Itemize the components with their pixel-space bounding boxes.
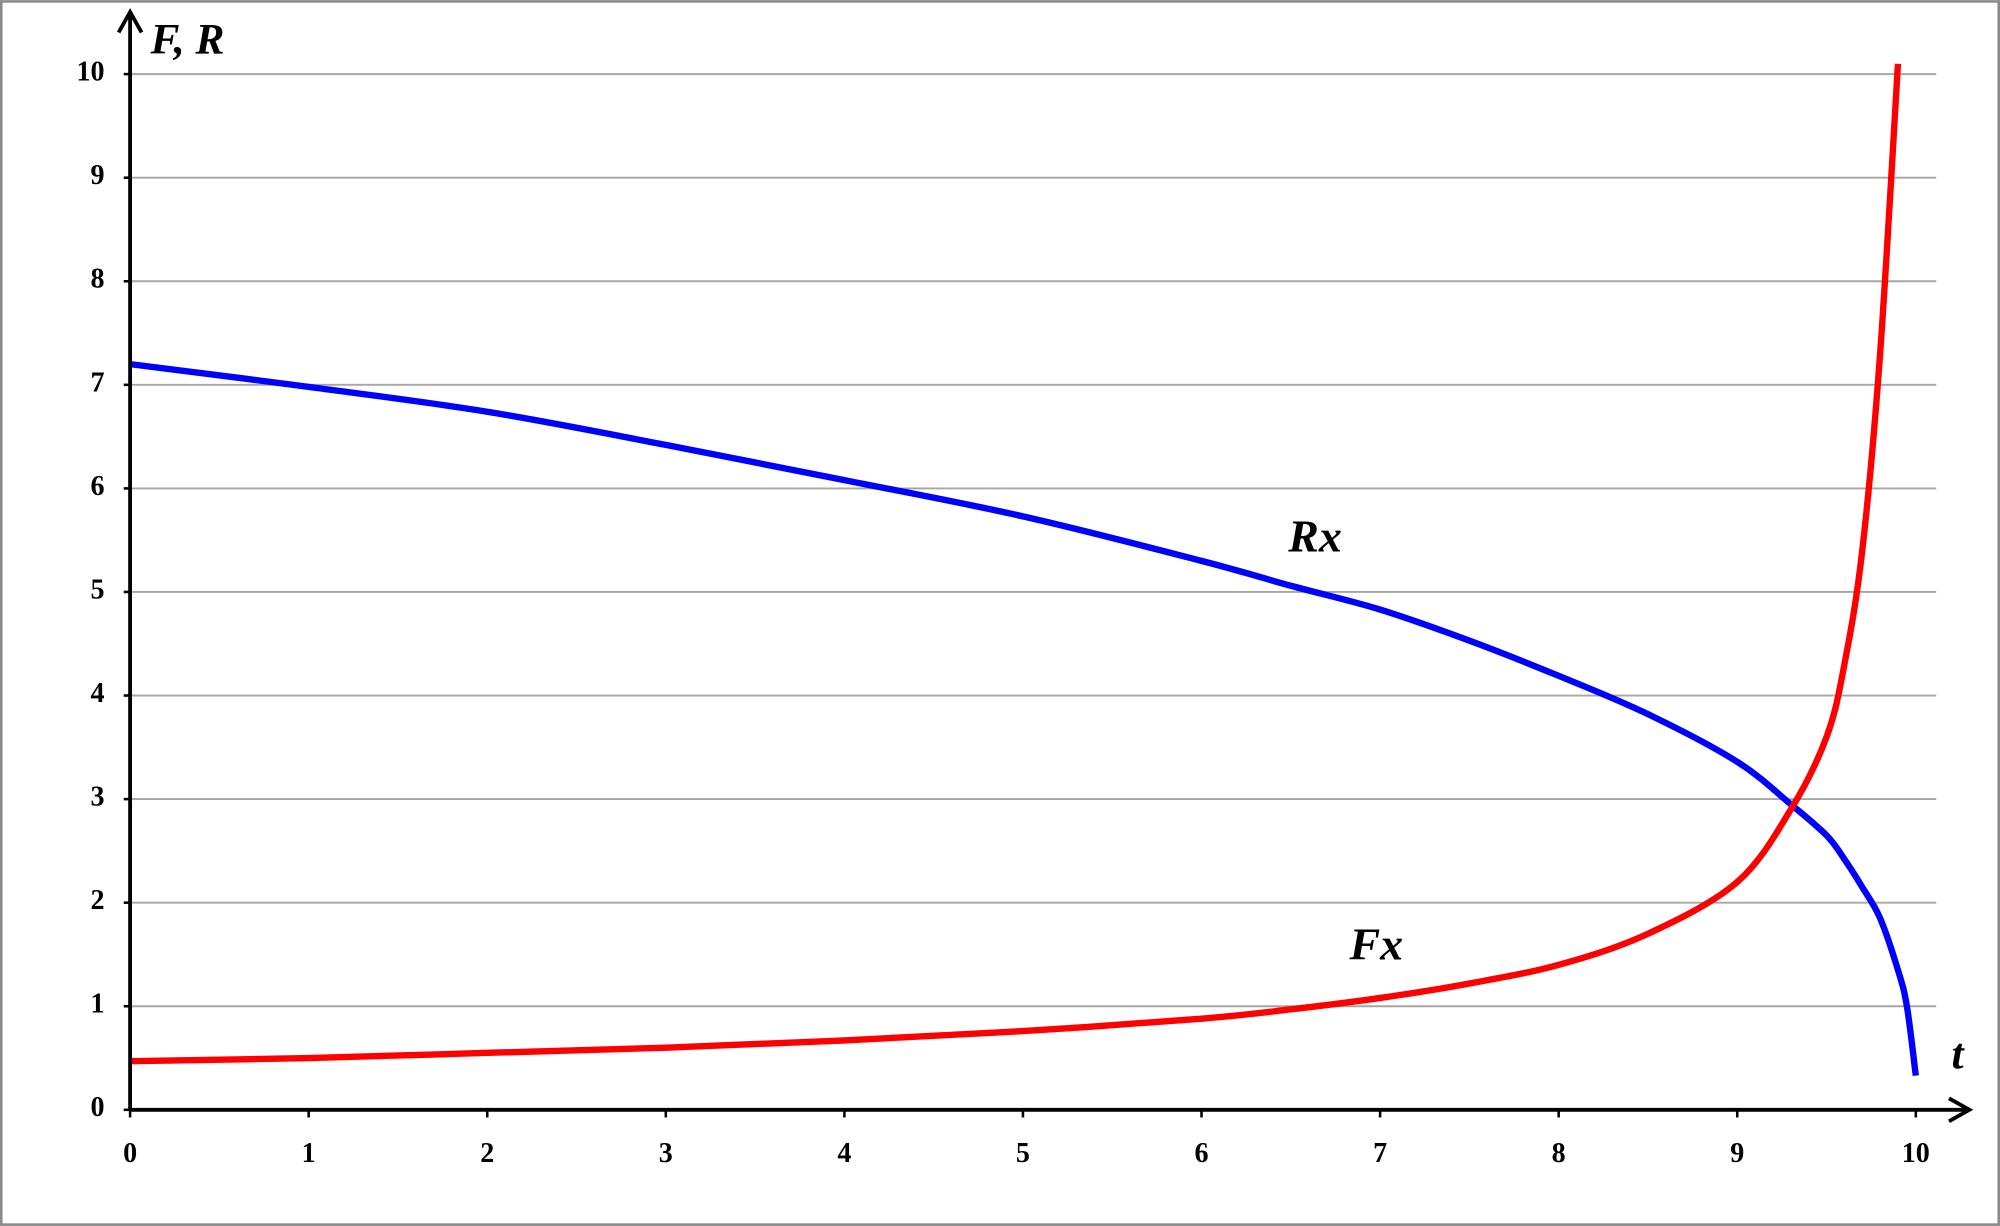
x-tick-label: 5	[1016, 1138, 1030, 1169]
line-series	[129, 360, 1919, 1077]
curves	[129, 63, 1919, 1077]
y-axis-arrow	[116, 8, 144, 34]
y-tick-label: 0	[91, 1092, 105, 1123]
y-tick-label: 10	[77, 57, 105, 88]
y-tick-label: 2	[91, 885, 105, 916]
y-tick-label: 8	[91, 264, 105, 295]
x-axis-title: t	[1952, 1031, 1966, 1079]
x-tick-label: 0	[123, 1138, 137, 1169]
axes: 0 1 2 3 4 5 6 7 8 9 10 0 1 2 3 4 5 6 7 8 9 10 F, R t Rx Fx	[77, 8, 1974, 1169]
grid	[130, 73, 1937, 1111]
x-axis-arrow	[1948, 1096, 1974, 1123]
x-tick-label: 1	[302, 1138, 316, 1169]
x-tick-label: 9	[1730, 1138, 1744, 1169]
y-tick-label: 1	[91, 989, 105, 1020]
x-tick-label: 2	[480, 1138, 494, 1169]
x-tick-label: 4	[837, 1138, 851, 1169]
series-label: Rx	[1287, 510, 1342, 561]
x-tick-label: 3	[659, 1138, 673, 1169]
y-tick-label: 6	[91, 471, 105, 502]
y-tick-label: 4	[91, 678, 105, 709]
y-tick-label: 5	[91, 574, 105, 605]
x-tick-label: 8	[1552, 1138, 1566, 1169]
y-tick-label: 9	[91, 160, 105, 191]
y-tick-label: 3	[91, 782, 105, 813]
series-label: Fx	[1348, 919, 1403, 970]
x-tick-label: 10	[1902, 1138, 1930, 1169]
x-tick-label: 7	[1373, 1138, 1387, 1169]
line-series	[130, 63, 1902, 1065]
x-tick-label: 6	[1195, 1138, 1209, 1169]
y-tick-label: 7	[91, 367, 105, 398]
y-axis-title: F, R	[150, 15, 225, 63]
